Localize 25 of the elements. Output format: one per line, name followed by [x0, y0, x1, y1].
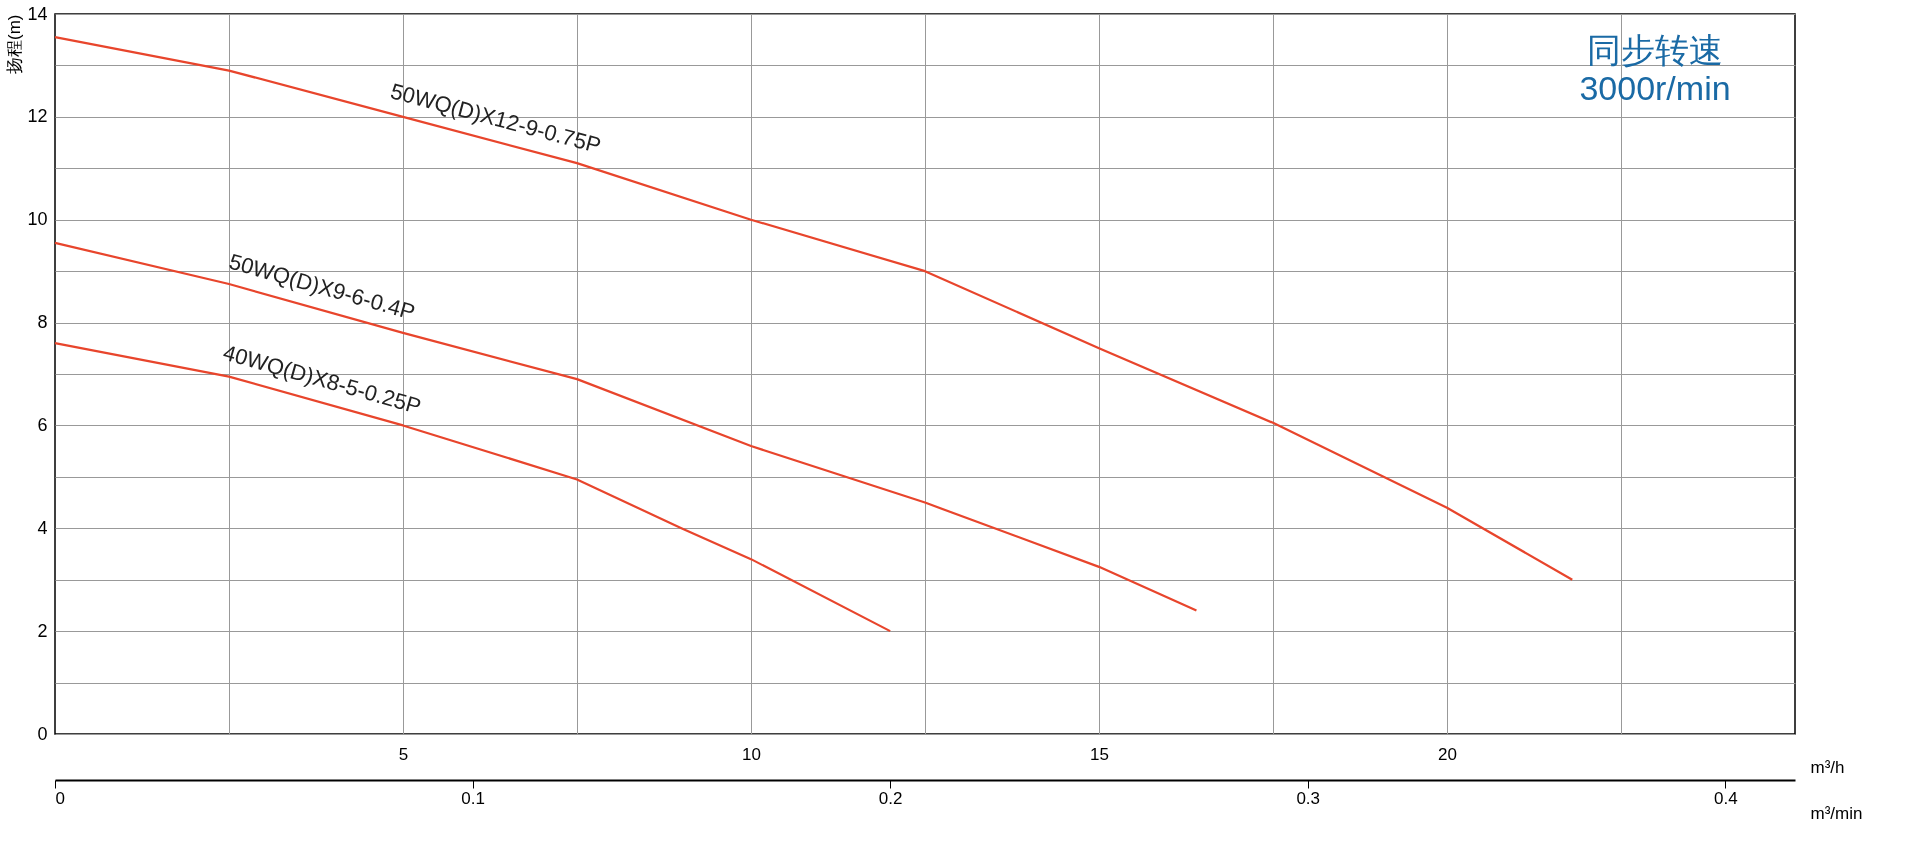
y-tick-label: 2 — [37, 620, 48, 641]
y-tick-label: 8 — [37, 312, 48, 333]
x-tick-label: 20 — [1438, 744, 1457, 764]
y-tick-label: 10 — [27, 209, 48, 230]
x2-tick-label: 0.4 — [1713, 788, 1738, 808]
annotation: 3000r/min — [1579, 69, 1731, 107]
y-tick-label: 0 — [37, 723, 48, 744]
x-tick-label: 10 — [742, 744, 761, 764]
x2-tick-label: 0.1 — [461, 788, 485, 808]
y-tick-label: 6 — [37, 414, 48, 435]
x2-tick-label: 0 — [55, 788, 65, 808]
y-tick-label: 14 — [27, 3, 48, 24]
line-series — [53, 36, 1574, 581]
line-series — [53, 342, 892, 633]
annotation: 同步转速 — [1587, 31, 1723, 69]
line-series — [53, 241, 1198, 612]
x-tick-label: 5 — [398, 744, 409, 764]
x-tick-label: 15 — [1090, 744, 1109, 764]
x2-tick-label: 0.2 — [878, 788, 903, 808]
x-axis-title: m³/h — [1810, 757, 1845, 777]
y-tick-label: 12 — [27, 106, 48, 127]
y-tick-label: 4 — [37, 517, 48, 538]
x2-tick-label: 0.3 — [1296, 788, 1321, 808]
x2-axis-title: m³/min — [1810, 803, 1863, 823]
y-axis-title: 扬程(m) — [4, 14, 24, 74]
